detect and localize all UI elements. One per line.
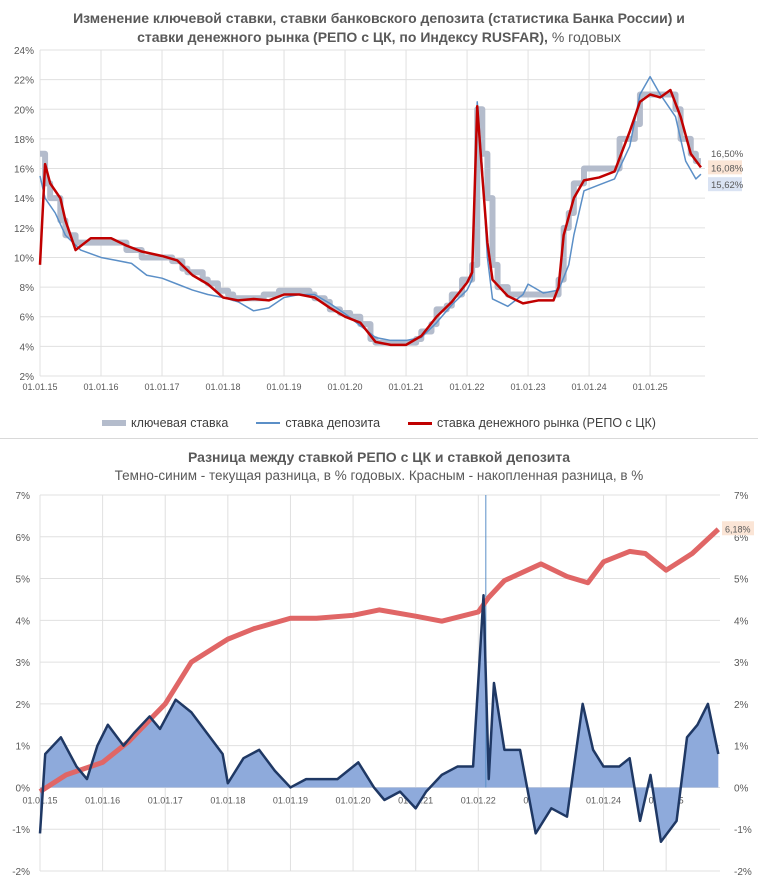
x-tick-label: 01.01.19 bbox=[267, 382, 302, 392]
x-tick-label: 01.01.18 bbox=[210, 795, 245, 805]
y-tick-label-right: -1% bbox=[734, 825, 752, 836]
legend-swatch bbox=[256, 422, 281, 424]
cumulative-diff-line bbox=[38, 527, 721, 794]
y-tick-label: 10% bbox=[14, 253, 34, 264]
y-tick-label-left: -1% bbox=[12, 825, 30, 836]
y-tick-label-right: 5% bbox=[734, 575, 749, 586]
divider bbox=[0, 438, 758, 439]
x-tick-label: 01.01.16 bbox=[83, 382, 118, 392]
x-tick-label: 01.01.21 bbox=[389, 382, 424, 392]
chart1-legend: ключевая ставка ставка депозита ставка д… bbox=[0, 416, 758, 430]
chart2-title: Разница между ставкой РЕПО с ЦК и ставко… bbox=[187, 449, 571, 465]
end-label-bg bbox=[722, 521, 754, 536]
y-tick-label-right: 0% bbox=[734, 783, 749, 794]
y-tick-label-left: 1% bbox=[16, 742, 31, 753]
x-tick-label: 01.01.17 bbox=[144, 382, 179, 392]
y-tick-label: 8% bbox=[20, 283, 35, 294]
y-tick-label-left: -2% bbox=[12, 867, 30, 878]
legend-label: ставка депозита bbox=[285, 416, 381, 430]
y-tick-label-right: -2% bbox=[734, 867, 752, 878]
y-tick-label-left: 7% bbox=[16, 491, 31, 502]
y-tick-label: 16% bbox=[14, 165, 34, 176]
chart1-plot: 2% 4% 6% 8% 10% 12% 14% 16% 18% 20% 22% 24% 01.01.15… bbox=[14, 46, 744, 392]
y-tick-label-left: 4% bbox=[16, 616, 31, 627]
x-tick-label: 01.01.24 bbox=[586, 795, 621, 805]
legend-label: ставка денежного рынка (РЕПО с ЦК) bbox=[437, 416, 656, 430]
end-label-deposit: 15,62% bbox=[711, 180, 744, 191]
y-tick-label: 22% bbox=[14, 76, 34, 87]
y-tick-label-right: 4% bbox=[734, 616, 749, 627]
x-tick-label: 01.01.22 bbox=[450, 382, 485, 392]
legend-label: ключевая ставка bbox=[131, 416, 229, 430]
x-tick-label: 01.01.17 bbox=[148, 795, 183, 805]
legend-swatch bbox=[408, 421, 433, 425]
chart1-title-main: ставки денежного рынка (РЕПО с ЦК, по Ин… bbox=[137, 29, 548, 45]
x-tick-label: 01.01.15 bbox=[22, 382, 57, 392]
x-tick-label: 01.01.20 bbox=[328, 382, 363, 392]
y-tick-label-left: 5% bbox=[16, 575, 31, 586]
y-tick-label-right: 6% bbox=[734, 533, 749, 544]
end-label-bg bbox=[708, 160, 742, 175]
legend-item-deposit: ставка депозита bbox=[256, 416, 380, 430]
x-tick-label: 01.01.24 bbox=[572, 382, 607, 392]
x-tick-label: 01.01.16 bbox=[85, 795, 120, 805]
y-tick-label: 18% bbox=[14, 135, 34, 146]
y-tick-label: 24% bbox=[14, 46, 34, 57]
x-tick-label: 01.01.23 bbox=[511, 382, 546, 392]
chart1-title-line2: ставки денежного рынка (РЕПО с ЦК, по Ин… bbox=[0, 29, 758, 45]
current-diff-line bbox=[38, 594, 720, 844]
end-label-bg bbox=[708, 177, 742, 192]
x-tick-label: 01.01.22 bbox=[461, 795, 496, 805]
y-tick-label-left: 2% bbox=[16, 700, 31, 711]
y-tick-label-right: 3% bbox=[734, 658, 749, 669]
y-tick-label: 20% bbox=[14, 105, 34, 116]
y-tick-label: 12% bbox=[14, 224, 34, 235]
x-tick-label: 01.01.20 bbox=[336, 795, 371, 805]
chart2-subtitle: Темно-синим - текущая разница, в % годов… bbox=[114, 468, 644, 483]
y-tick-label: 4% bbox=[20, 342, 35, 353]
y-tick-label-left: 0% bbox=[16, 783, 31, 794]
end-label-repo: 16,08% bbox=[711, 163, 744, 174]
legend-item-key-rate: ключевая ставка bbox=[102, 416, 228, 430]
legend-swatch bbox=[102, 420, 127, 426]
x-tick-label: 01.01.25 bbox=[633, 382, 668, 392]
y-tick-label-left: 6% bbox=[16, 533, 31, 544]
legend-item-repo: ставка денежного рынка (РЕПО с ЦК) bbox=[408, 416, 656, 430]
end-label-cumulative: 6,18% bbox=[725, 524, 751, 534]
y-tick-label-right: 2% bbox=[734, 700, 749, 711]
series-line-1 bbox=[39, 75, 702, 342]
chart1-title: Изменение ключевой ставки, ставки банков… bbox=[73, 10, 685, 26]
y-tick-label-right: 1% bbox=[734, 742, 749, 753]
end-label-key-rate: 16,50% bbox=[711, 149, 744, 160]
x-tick-label: 01.01.18 bbox=[206, 382, 241, 392]
y-tick-label-left: 3% bbox=[16, 658, 31, 669]
series-line-2 bbox=[38, 88, 702, 347]
y-tick-label: 2% bbox=[20, 372, 35, 383]
x-tick-label: 01.01.19 bbox=[273, 795, 308, 805]
y-tick-label: 6% bbox=[20, 313, 35, 324]
current-diff-area bbox=[40, 595, 719, 842]
y-tick-label-right: 7% bbox=[734, 491, 749, 502]
chart1-title-unit: % годовых bbox=[551, 29, 621, 45]
y-tick-label: 14% bbox=[14, 194, 34, 205]
